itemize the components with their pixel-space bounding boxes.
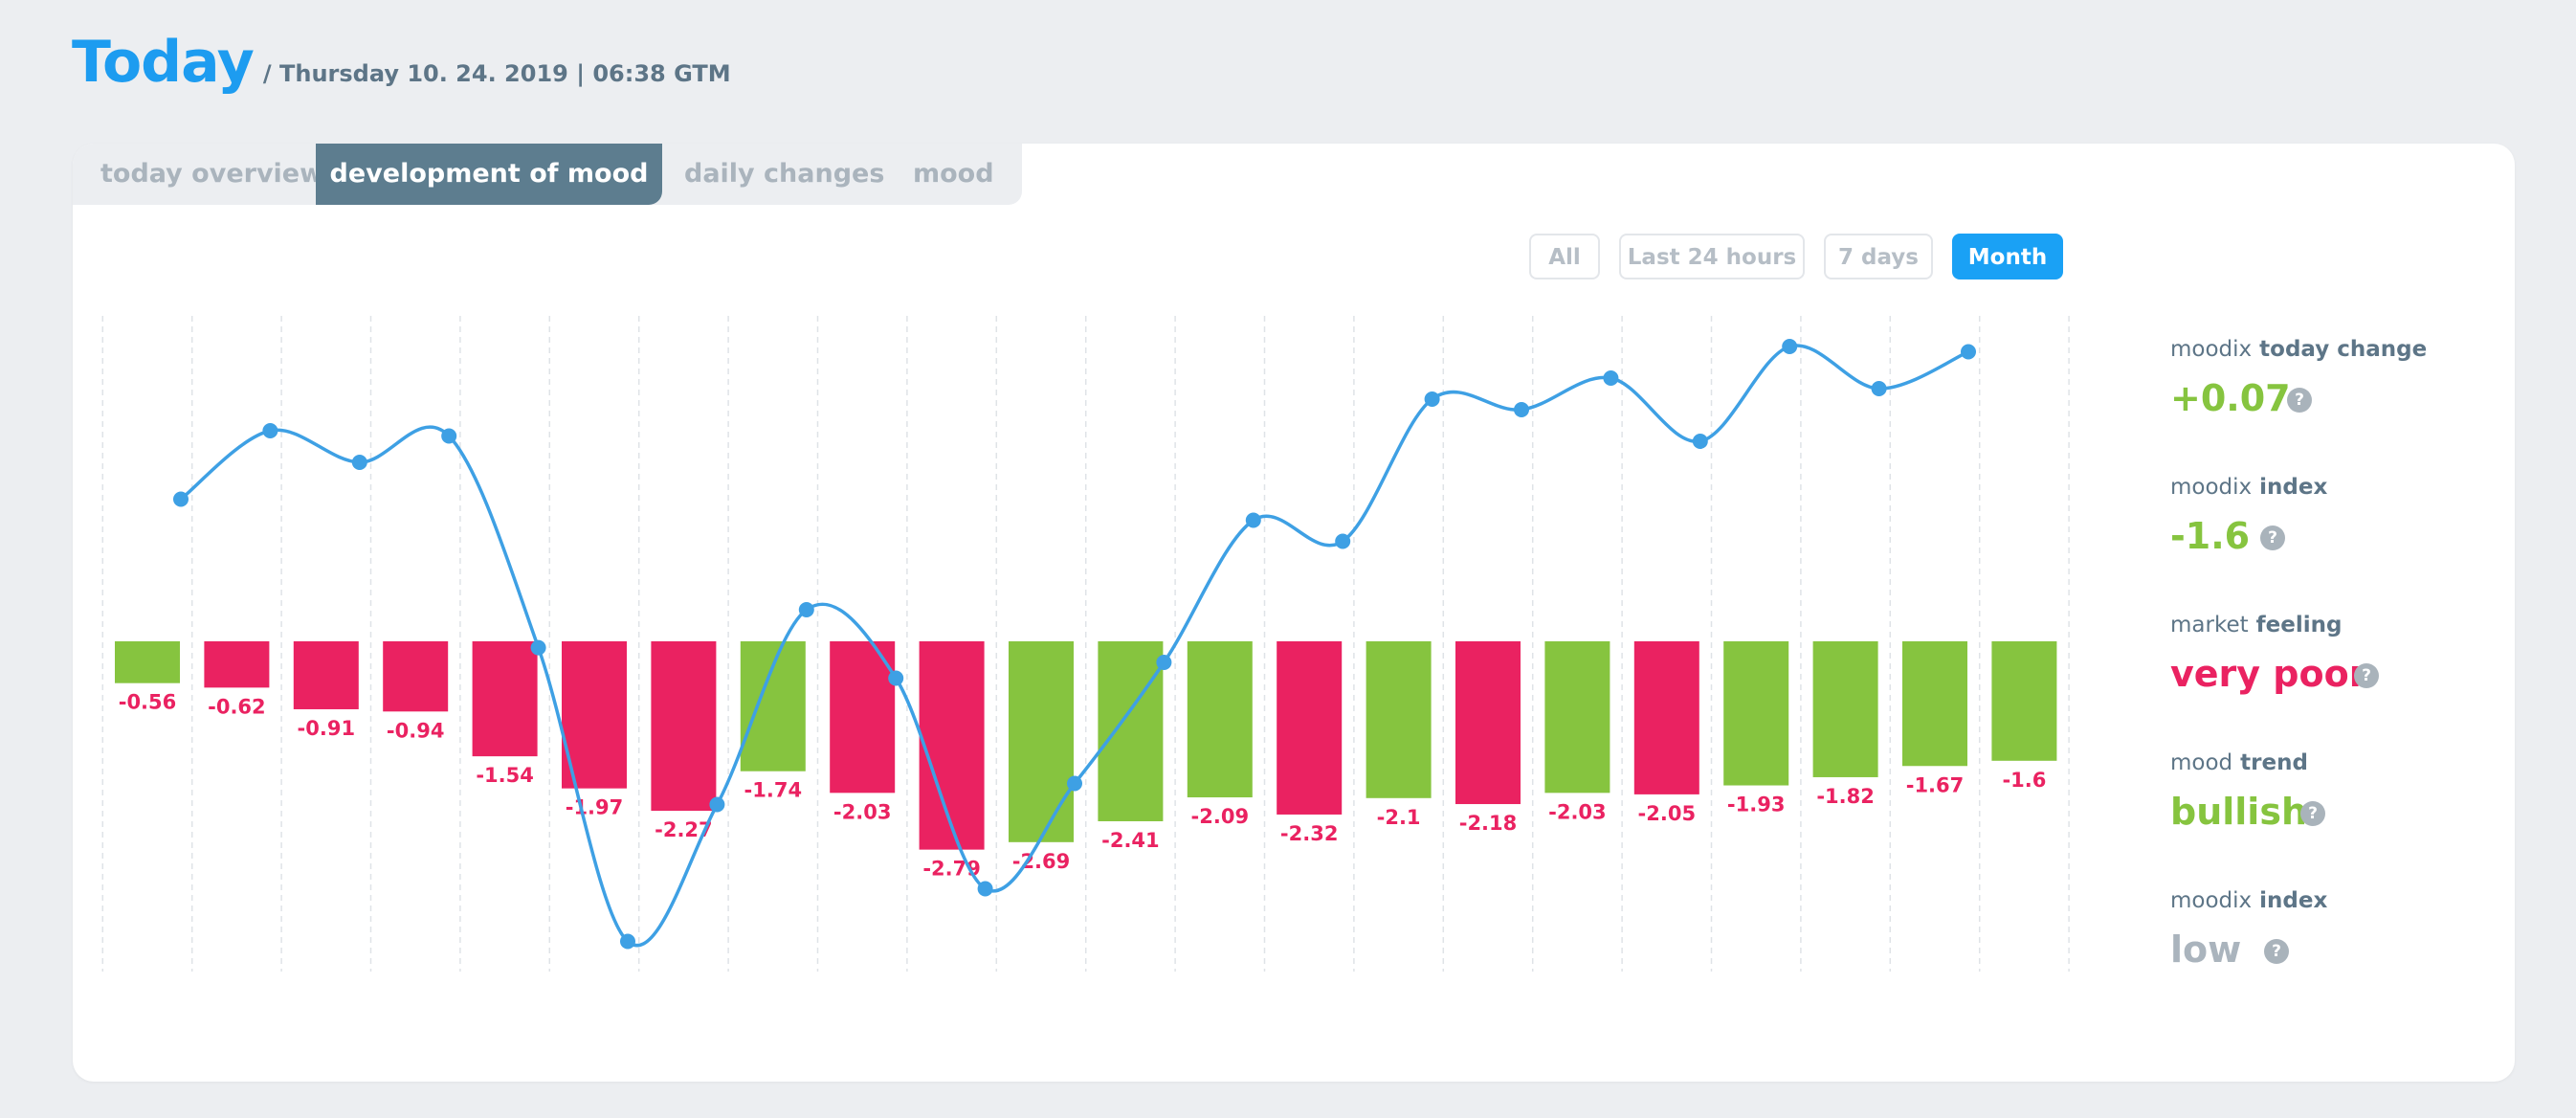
- bar: [383, 641, 449, 712]
- line-point: [1603, 370, 1619, 386]
- stat-label-mood-trend: mood trend: [2170, 750, 2308, 775]
- bar: [1455, 641, 1521, 805]
- help-icon[interactable]: ?: [2300, 801, 2325, 826]
- bar: [1098, 641, 1164, 821]
- line-point: [798, 602, 814, 617]
- line-point: [1335, 533, 1351, 549]
- mood-line: [179, 344, 1969, 948]
- bar: [651, 641, 717, 812]
- bar: [1277, 641, 1343, 815]
- stat-label-moodix-index-level: moodix index: [2170, 888, 2328, 913]
- mood-card: today overview development of mood daily…: [73, 144, 2515, 1082]
- bar: [204, 641, 270, 688]
- bar: [1544, 641, 1610, 794]
- bar-value-label: -1.6: [2002, 769, 2046, 792]
- filter-7-days-button[interactable]: 7 days: [1824, 234, 1933, 280]
- bar: [562, 641, 627, 789]
- stat-value-moodix-level: low: [2170, 928, 2242, 971]
- bar-value-label: -1.82: [1816, 785, 1875, 808]
- bar-value-label: -1.93: [1727, 794, 1786, 816]
- bar-value-label: -1.74: [744, 779, 803, 802]
- filter-month-button[interactable]: Month: [1952, 234, 2063, 280]
- line-point: [1961, 344, 1976, 360]
- bar: [1902, 641, 1967, 767]
- line-point: [620, 933, 635, 950]
- help-icon[interactable]: ?: [2260, 525, 2285, 550]
- bar: [830, 641, 896, 794]
- bar-value-label: -2.09: [1191, 805, 1250, 828]
- line-point: [1156, 655, 1172, 670]
- line-point: [1692, 434, 1708, 449]
- line-point: [530, 639, 546, 656]
- bar-value-label: -2.41: [1101, 829, 1160, 852]
- bar: [472, 641, 538, 757]
- bar-value-label: -2.03: [1548, 800, 1607, 823]
- bar: [740, 641, 806, 771]
- bar-value-label: -0.56: [119, 691, 177, 714]
- line-point: [173, 491, 189, 507]
- bar-value-label: -2.79: [922, 858, 981, 881]
- filter-last-24-hours-button[interactable]: Last 24 hours: [1619, 234, 1805, 280]
- bar-value-label: -1.97: [566, 796, 624, 819]
- stat-label-market-feeling: market feeling: [2170, 613, 2343, 637]
- bar-value-label: -2.18: [1459, 812, 1518, 835]
- line-point: [441, 428, 457, 444]
- stat-label-today-change: moodix today change: [2170, 337, 2428, 362]
- tab-mood[interactable]: mood: [913, 159, 994, 189]
- tab-development-of-mood[interactable]: development of mood: [316, 144, 662, 205]
- bar: [1633, 641, 1699, 794]
- stat-value-today-change: +0.07: [2170, 377, 2291, 419]
- bar-value-label: -0.62: [208, 695, 266, 718]
- page-header: Today / Thursday 10. 24. 2019 | 06:38 GT…: [72, 29, 731, 96]
- bar-value-label: -1.54: [476, 764, 534, 787]
- stat-value-mood-trend: bullish: [2170, 791, 2308, 833]
- stat-label-moodix-index: moodix index: [2170, 475, 2328, 500]
- help-icon[interactable]: ?: [2264, 939, 2289, 964]
- bar-value-label: -1.67: [1906, 773, 1965, 796]
- bar: [1187, 641, 1253, 798]
- line-point: [1067, 775, 1082, 792]
- filter-all-button[interactable]: All: [1529, 234, 1600, 280]
- line-point: [1514, 402, 1529, 417]
- help-icon[interactable]: ?: [2354, 663, 2379, 688]
- line-point: [1782, 339, 1798, 354]
- line-point: [1245, 512, 1261, 528]
- tab-today-overview[interactable]: today overview: [100, 159, 324, 189]
- bar: [919, 641, 985, 850]
- line-point: [351, 455, 367, 470]
- line-point: [977, 881, 993, 897]
- stat-value-moodix-index: -1.6: [2170, 515, 2251, 557]
- bar: [1812, 641, 1878, 777]
- line-point: [1424, 391, 1440, 407]
- bar: [1723, 641, 1789, 786]
- line-point: [888, 670, 904, 686]
- bar-value-label: -2.05: [1638, 802, 1697, 825]
- bar-value-label: -0.94: [387, 719, 445, 742]
- bar: [1366, 641, 1432, 798]
- bar-value-label: -0.91: [298, 717, 356, 740]
- bar: [1009, 641, 1074, 842]
- line-point: [1871, 381, 1887, 396]
- line-point: [709, 796, 725, 813]
- help-icon[interactable]: ?: [2287, 388, 2312, 413]
- stat-value-market-feeling: very poor: [2170, 653, 2367, 695]
- page-subtitle: / Thursday 10. 24. 2019 | 06:38 GTM: [262, 60, 731, 87]
- tab-bar: today overview development of mood daily…: [73, 144, 1022, 205]
- line-point: [262, 423, 278, 438]
- bar: [293, 641, 359, 709]
- page-title: Today: [72, 29, 255, 96]
- mood-chart: -0.56 -0.62-0.91 -0.94-1.54-1.97-2.27-1.74…: [101, 316, 2070, 972]
- bar-value-label: -2.1: [1377, 806, 1421, 829]
- bar: [115, 641, 180, 683]
- bar: [1991, 641, 2057, 761]
- bar-value-label: -2.03: [833, 800, 892, 823]
- tab-daily-changes[interactable]: daily changes: [684, 159, 885, 189]
- bar-value-label: -2.32: [1280, 822, 1339, 845]
